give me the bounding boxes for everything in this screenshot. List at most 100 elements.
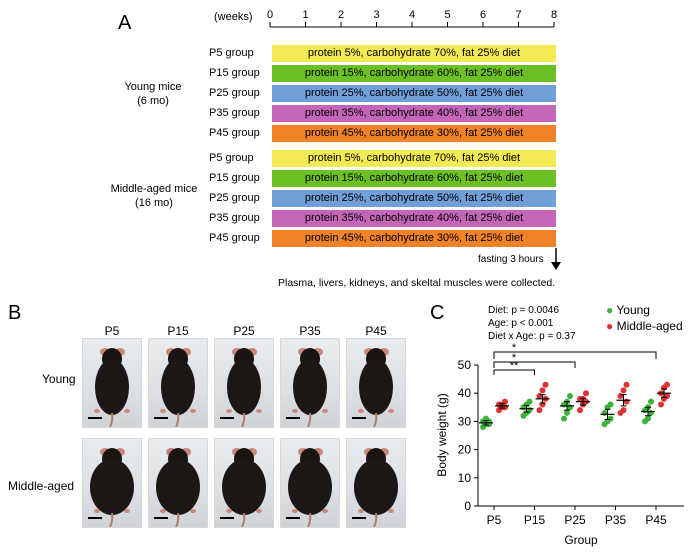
timeline-tick-label: 7 — [515, 9, 521, 21]
data-point-middle — [658, 401, 664, 408]
x-tick-label: P45 — [645, 513, 667, 527]
stat-age: Age: p < 0.001 — [488, 318, 554, 329]
y-axis-label: Body weight (g) — [435, 393, 449, 476]
middle-diet-bar: protein 5%, carbohydrate 70%, fat 25% di… — [272, 150, 556, 167]
scale-bar — [352, 417, 366, 419]
data-point-middle — [542, 381, 549, 388]
mouse-photo-middle — [82, 438, 142, 528]
y-tick-label: 40 — [458, 386, 472, 400]
photo-row-label-young: Young — [42, 372, 76, 386]
scale-bar — [154, 517, 168, 519]
timeline-tick-label: 1 — [302, 9, 308, 21]
stat-diet: Diet: p = 0.0046 — [488, 305, 559, 316]
young-group-name: P35 group — [209, 107, 260, 119]
x-axis-label: Group — [564, 533, 598, 547]
scale-bar — [220, 517, 234, 519]
photo-col-label: P35 — [299, 324, 321, 338]
legend: ● Young ● Middle-aged — [606, 302, 683, 334]
mouse-illustration — [94, 348, 130, 427]
photo-col-label: P5 — [104, 324, 120, 338]
timeline-tick-label: 2 — [338, 9, 344, 21]
young-diet-bar: protein 5%, carbohydrate 70%, fat 25% di… — [272, 45, 556, 62]
timeline-tick-label: 0 — [267, 9, 273, 21]
mouse-illustration — [90, 448, 134, 527]
x-tick-label: P15 — [524, 513, 546, 527]
mouse-photo-young — [280, 338, 340, 428]
fasting-label: fasting 3 hours — [478, 254, 544, 265]
mouse-photo-middle — [148, 438, 208, 528]
mouse-illustration — [156, 448, 200, 527]
y-tick-label: 20 — [458, 443, 472, 457]
panel-c-letter: C — [430, 302, 445, 324]
data-point-young — [526, 398, 533, 405]
significance-mark: ** — [510, 360, 519, 372]
timeline-tick-label: 4 — [409, 9, 415, 21]
data-point-middle — [583, 390, 589, 397]
middle-mice-label: Middle-aged mice (16 mo) — [104, 182, 204, 210]
mouse-illustration — [358, 348, 394, 427]
mouse-illustration — [354, 448, 398, 527]
legend-young-label: Young — [616, 303, 650, 317]
middle-mice-age: (16 mo) — [135, 197, 173, 209]
y-tick-label: 10 — [458, 471, 472, 485]
middle-diet-bar: protein 25%, carbohydrate 50%, fat 25% d… — [272, 190, 556, 207]
timeline-tick-label: 3 — [373, 9, 379, 21]
data-point-middle — [620, 407, 627, 414]
middle-group-name: P45 group — [209, 232, 260, 244]
data-point-middle — [620, 387, 627, 394]
middle-group-name: P15 group — [209, 172, 260, 184]
young-group-name: P15 group — [209, 67, 260, 79]
x-tick-label: P35 — [605, 513, 627, 527]
scale-bar — [88, 417, 102, 419]
data-point-middle — [539, 387, 546, 394]
data-point-young — [567, 393, 573, 400]
mouse-photo-middle — [280, 438, 340, 528]
mouse-photo-middle — [214, 438, 274, 528]
scale-bar — [88, 517, 102, 519]
data-point-young — [607, 401, 614, 408]
significance-mark: * — [512, 342, 517, 354]
mouse-illustration — [292, 348, 328, 427]
collection-note: Plasma, livers, kidneys, and skeltal mus… — [278, 277, 556, 289]
data-point-middle — [623, 381, 630, 388]
data-point-young — [607, 415, 614, 422]
data-point-middle — [536, 393, 543, 400]
middle-diet-bar: protein 15%, carbohydrate 60%, fat 25% d… — [272, 170, 556, 187]
middle-diet-bar: protein 45%, carbohydrate 30%, fat 25% d… — [272, 230, 556, 247]
significance-mark: * — [512, 352, 517, 364]
data-point-young — [645, 415, 651, 422]
data-point-middle — [536, 407, 543, 414]
data-point-young — [564, 409, 570, 416]
middle-group-name: P35 group — [209, 212, 260, 224]
mouse-photo-young — [346, 338, 406, 428]
mouse-photo-young — [82, 338, 142, 428]
young-group-name: P5 group — [209, 47, 254, 59]
panel-b-letter: B — [8, 302, 22, 324]
data-point-young — [648, 398, 654, 405]
mouse-illustration — [160, 348, 196, 427]
young-mice-age: (6 mo) — [137, 95, 169, 107]
scale-bar — [220, 417, 234, 419]
scale-bar — [352, 517, 366, 519]
young-mice-title: Young mice — [124, 81, 182, 93]
data-point-young — [486, 421, 492, 428]
legend-middle-marker: ● — [606, 319, 614, 333]
photo-row-label-middle: Middle-aged — [8, 479, 75, 493]
middle-diet-bar: protein 35%, carbohydrate 40%, fat 25% d… — [272, 210, 556, 227]
mouse-illustration — [226, 348, 262, 427]
data-point-young — [648, 409, 654, 416]
mouse-photo-young — [148, 338, 208, 428]
data-point-young — [601, 409, 608, 416]
photo-col-label: P45 — [365, 324, 387, 338]
legend-middle-label: Middle-aged — [616, 319, 683, 333]
y-tick-label: 50 — [458, 358, 472, 372]
timeline-tick-label: 5 — [444, 9, 450, 21]
scale-bar — [286, 517, 300, 519]
mouse-illustration — [222, 448, 266, 527]
data-point-middle — [617, 393, 624, 400]
middle-mice-title: Middle-aged mice — [110, 183, 198, 195]
x-tick-label: P25 — [564, 513, 586, 527]
data-point-middle — [577, 407, 583, 414]
mouse-photo-young — [214, 338, 274, 428]
